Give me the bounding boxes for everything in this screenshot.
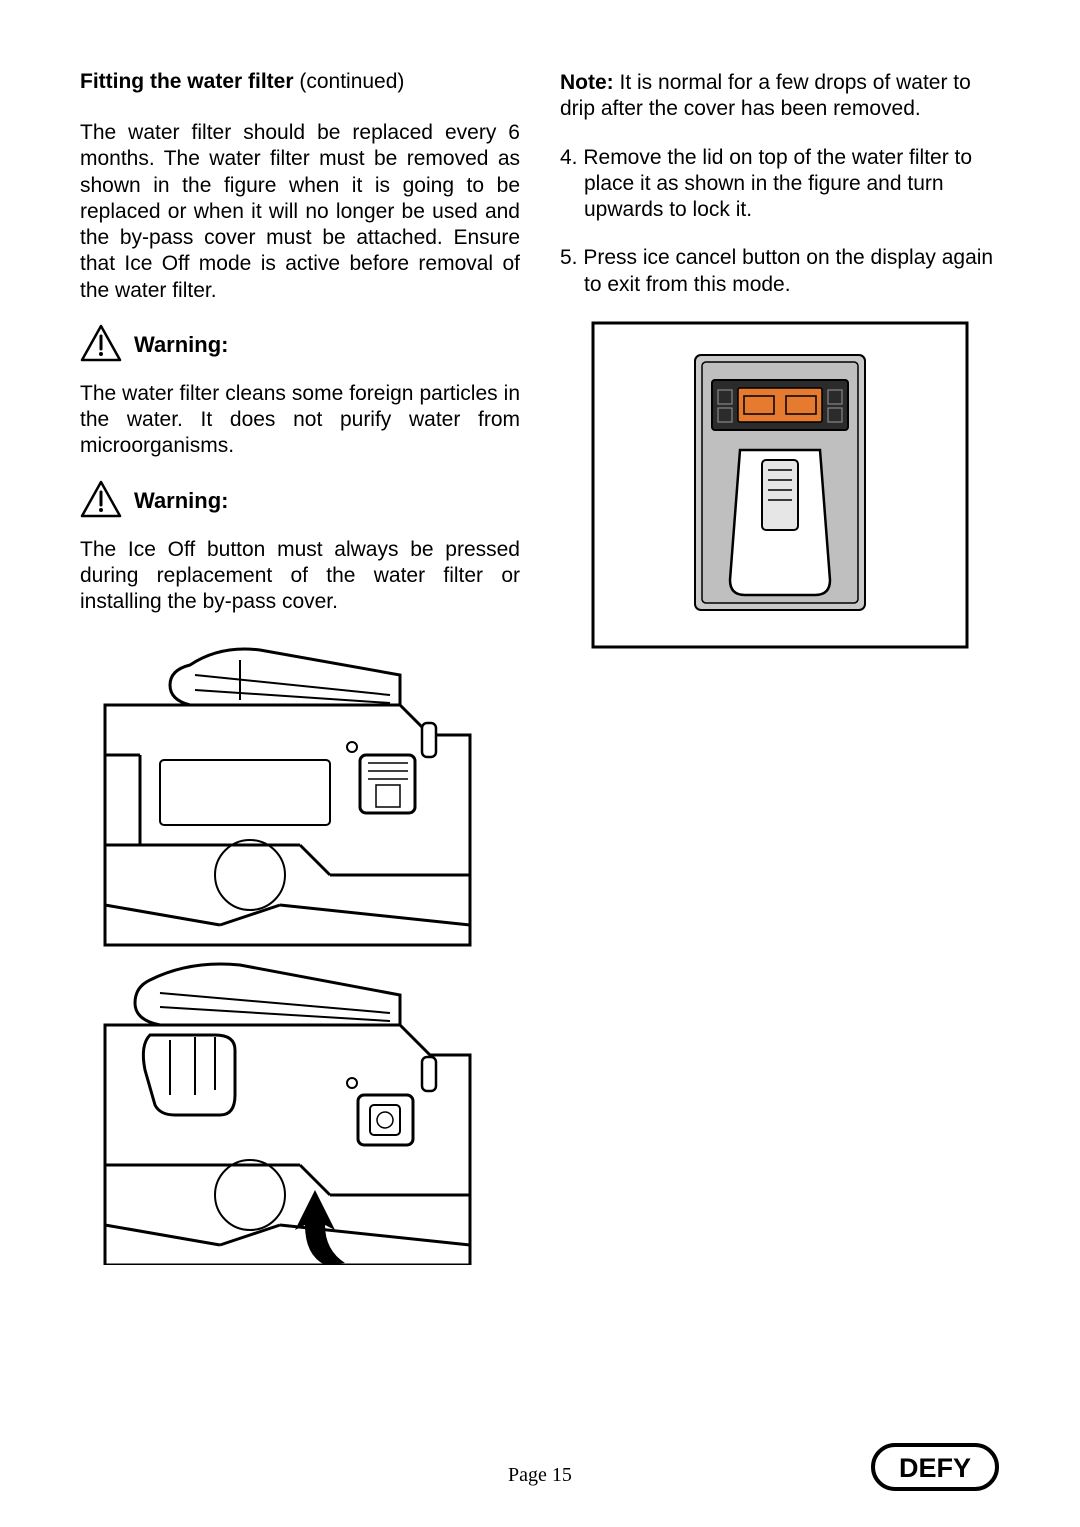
brand-logo: DEFY (870, 1442, 1000, 1497)
section-heading: Fitting the water filter (continued) (80, 70, 520, 94)
warning-1-text: The water filter cleans some foreign par… (80, 381, 520, 460)
page-number: Page 15 (508, 1464, 572, 1487)
warning-2-text: The Ice Off button must always be presse… (80, 537, 520, 616)
note-paragraph: Note: It is normal for a few drops of wa… (560, 70, 1000, 123)
intro-paragraph: The water filter should be replaced ever… (80, 120, 520, 304)
step-5: 5. Press ice cancel button on the displa… (560, 245, 1000, 298)
note-bold: Note: (560, 71, 614, 94)
warning-label: Warning: (134, 488, 229, 514)
heading-rest: (continued) (294, 70, 405, 93)
warning-label: Warning: (134, 332, 229, 358)
note-rest: It is normal for a few drops of water to… (560, 71, 971, 120)
logo-text: DEFY (899, 1453, 971, 1483)
heading-bold: Fitting the water filter (80, 70, 294, 93)
right-column: Note: It is normal for a few drops of wa… (560, 70, 1000, 1270)
warning-icon (80, 324, 122, 367)
dispenser-figure (590, 320, 970, 655)
step-4: 4. Remove the lid on top of the water fi… (560, 145, 1000, 224)
warning-block-2: Warning: (80, 480, 520, 523)
warning-block-1: Warning: (80, 324, 520, 367)
left-column: Fitting the water filter (continued) The… (80, 70, 520, 1270)
warning-icon (80, 480, 122, 523)
filter-figure (100, 645, 475, 1270)
